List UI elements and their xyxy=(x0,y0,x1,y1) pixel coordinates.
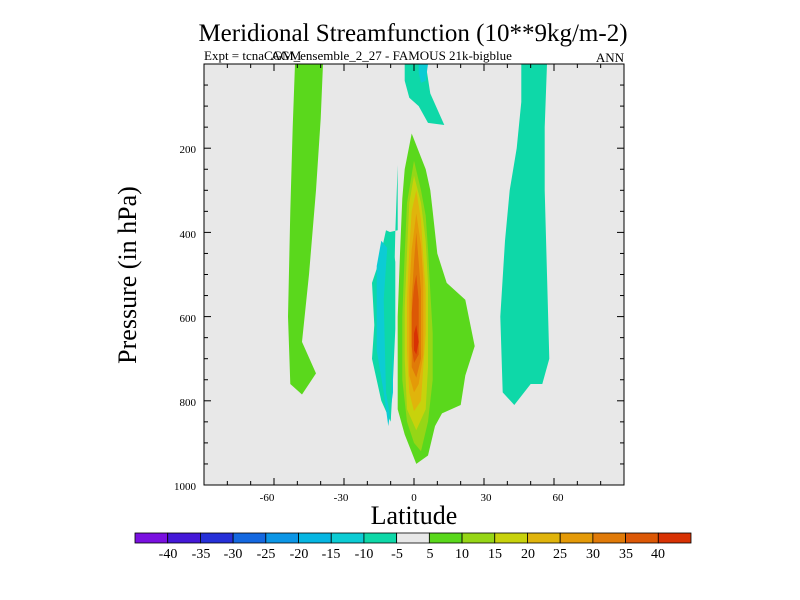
colorbar-label: -5 xyxy=(391,547,403,562)
colorbar-box xyxy=(330,532,365,544)
y-tick-label: 1000 xyxy=(174,481,197,493)
colorbar-box xyxy=(559,532,594,544)
x-tick-label: 30 xyxy=(481,492,493,504)
experiment-subtitle: Expt = tcnaCGM_ensemble_2_27 - FAMOUS 21… xyxy=(204,48,512,63)
colorbar-label: -15 xyxy=(322,547,341,562)
colorbar-label: -20 xyxy=(290,547,309,562)
colorbar: -40 -35 -30 -25 -20 -15 -10 -5 5 10 15 2… xyxy=(134,532,692,562)
plot-area xyxy=(203,63,625,486)
colorbar-box xyxy=(428,532,463,544)
subtitle-overlap-text: AGM xyxy=(271,48,302,63)
colorbar-label: 40 xyxy=(651,547,665,562)
contour-region-southern-negative-cell-outer xyxy=(383,165,398,420)
colorbar-box xyxy=(461,532,496,544)
colorbar-box xyxy=(298,532,332,544)
chart-title: Meridional Streamfunction (10**9kg/m-2) xyxy=(198,20,627,47)
contour-region-upper-left-positive-cell xyxy=(288,64,323,395)
colorbar-boxes xyxy=(134,532,692,544)
colorbar-box xyxy=(527,532,561,544)
y-axis-label: Pressure (in hPa) xyxy=(113,186,142,364)
y-axis: 200 400 600 800 1000 Pressure (in hPa) xyxy=(113,144,197,493)
contour-region-hadley-cell-40 xyxy=(414,325,419,355)
colorbar-box xyxy=(200,532,234,544)
colorbar-box xyxy=(625,532,659,544)
colorbar-label: -25 xyxy=(257,547,276,562)
colorbar-label: 15 xyxy=(488,547,502,562)
colorbar-label: -30 xyxy=(224,547,243,562)
y-tick-label: 200 xyxy=(180,144,197,156)
colorbar-label: -35 xyxy=(192,547,211,562)
colorbar-box xyxy=(232,532,267,544)
colorbar-label: 20 xyxy=(521,547,535,562)
contour-region-northern-negative-cell xyxy=(500,64,550,405)
colorbar-box xyxy=(657,532,692,544)
x-tick-label: 60 xyxy=(553,492,565,504)
contour-region-upper-negative-tongue xyxy=(404,64,445,125)
axis-ticks xyxy=(203,63,625,486)
colorbar-label: -10 xyxy=(355,547,374,562)
colorbar-label: 35 xyxy=(619,547,633,562)
colorbar-label: -40 xyxy=(159,547,178,562)
y-tick-label: 400 xyxy=(180,229,197,241)
x-tick-label: -60 xyxy=(260,492,275,504)
colorbar-box xyxy=(265,532,299,544)
colorbar-label: 25 xyxy=(553,547,567,562)
y-tick-label: 800 xyxy=(180,397,197,409)
colorbar-label: 5 xyxy=(427,547,434,562)
colorbar-box xyxy=(134,532,169,544)
x-axis: -60 -30 0 30 60 Latitude xyxy=(260,492,564,530)
colorbar-box xyxy=(592,532,626,544)
x-tick-label: 0 xyxy=(411,492,417,504)
colorbar-box xyxy=(396,532,430,544)
colorbar-box xyxy=(167,532,201,544)
y-tick-label: 600 xyxy=(180,313,197,325)
x-tick-label: -30 xyxy=(334,492,349,504)
colorbar-label: 30 xyxy=(586,547,600,562)
contour-region-upper-negative-tongue-core xyxy=(418,64,428,83)
colorbar-box xyxy=(494,532,528,544)
contour-regions xyxy=(288,64,550,464)
x-axis-label: Latitude xyxy=(371,501,458,530)
season-label: ANN xyxy=(596,50,625,65)
colorbar-label: 10 xyxy=(455,547,469,562)
colorbar-box xyxy=(363,532,398,544)
